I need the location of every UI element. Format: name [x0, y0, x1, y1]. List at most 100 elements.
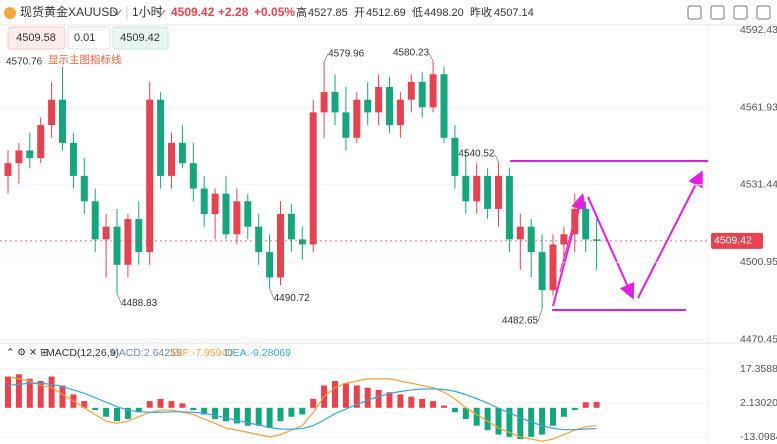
candle-body [451, 137, 459, 176]
histogram-bar [582, 402, 589, 408]
drawn-arrow [637, 170, 703, 299]
candle-body [189, 163, 197, 189]
candle-body [211, 193, 219, 214]
histogram-bar [473, 407, 480, 426]
histogram-bar [419, 398, 426, 408]
candle-body [48, 99, 56, 126]
histogram-bar [59, 385, 66, 408]
histogram-bar [593, 401, 600, 408]
symbol-name[interactable]: 现货黄金 [20, 4, 68, 19]
buy-price: 4509.42 [120, 32, 160, 44]
histogram-bar [135, 407, 142, 413]
low-label: 低 [412, 6, 423, 19]
panel-icons[interactable]: ⌃ ⚙ ✕ ⊞ [6, 348, 48, 359]
sell-box[interactable] [7, 26, 66, 50]
histogram-bar [539, 407, 546, 435]
candle-body [266, 252, 274, 278]
tool-button[interactable] [687, 5, 702, 20]
histogram-bar [353, 385, 360, 408]
histogram-bar [168, 401, 175, 408]
candle-body [342, 112, 350, 138]
candle-body [298, 239, 306, 245]
candle-body [277, 213, 284, 278]
prev: 4507.14 [494, 7, 534, 19]
candle-body [484, 175, 492, 209]
histogram-bar [571, 407, 578, 411]
histogram-bar [26, 378, 33, 408]
candle-body [429, 74, 437, 108]
histogram-bar [223, 407, 229, 422]
candle-body [157, 99, 165, 176]
price: 4509.42 [171, 5, 215, 19]
histogram-bar [48, 376, 55, 408]
histogram-bar [310, 398, 317, 408]
candle-body [418, 81, 426, 108]
lot-input[interactable] [67, 26, 111, 50]
histogram-bar [364, 387, 371, 408]
extreme-leader [323, 53, 329, 62]
y-tick-label: 4561.93 [740, 101, 777, 113]
extreme-leader [269, 288, 274, 299]
candle-body [527, 226, 535, 253]
y-tick-label: -13.09840 [740, 431, 777, 443]
extreme-label: 4482.65 [502, 315, 539, 326]
histogram-bar [255, 407, 262, 426]
candle-body [287, 213, 295, 240]
extreme-label: 4580.23 [393, 48, 430, 59]
notice: 显示主图指标线 [48, 53, 122, 66]
candle-body [386, 86, 393, 126]
extreme-leader [537, 308, 543, 321]
indicator-line [7, 375, 597, 442]
candle-body [113, 226, 121, 265]
toolbar [687, 5, 771, 20]
candle-body [516, 226, 524, 240]
extreme-label: 4579.96 [328, 48, 365, 59]
histogram-bar [386, 392, 393, 408]
extreme-label: 4570.76 [6, 57, 43, 68]
tool-button[interactable] [756, 5, 771, 20]
histogram-bar [299, 407, 306, 415]
candle-body [37, 125, 45, 159]
period[interactable]: 1小时 [132, 5, 163, 19]
histogram-bar [342, 383, 349, 408]
candle-body [178, 142, 186, 164]
symbol-code[interactable]: XAUUSD [68, 5, 118, 19]
candle-body [364, 99, 372, 113]
candle-body [560, 234, 568, 245]
histogram-bar [560, 407, 567, 417]
change-pct: +0.05% [254, 5, 295, 19]
candle-body [233, 201, 241, 235]
candle-body [222, 193, 230, 235]
histogram-bar [179, 403, 186, 408]
candle-body [593, 239, 601, 241]
dropdown[interactable] [156, 9, 166, 16]
dropdown[interactable] [112, 9, 122, 16]
legend-entry: DIF:-7.95940 [172, 347, 233, 359]
candle-body [309, 112, 317, 245]
extreme-leader [116, 293, 122, 304]
sell-price: 4509.58 [16, 32, 56, 44]
histogram-bar [550, 407, 556, 426]
y-tick-label: 4592.43 [740, 24, 777, 36]
legend-entry: DEA:-9.28069 [225, 347, 291, 359]
histogram-bar [190, 407, 197, 411]
histogram-bar [124, 407, 131, 419]
candle-body [244, 201, 252, 227]
last-price-label: 4509.42 [714, 235, 752, 247]
histogram-bar [441, 405, 447, 408]
candle-body [91, 201, 99, 240]
lot: 0.01 [74, 32, 95, 44]
histogram-bar [37, 380, 44, 408]
histogram-bar [495, 407, 502, 435]
candle-body [135, 219, 143, 253]
candle-body [255, 226, 263, 253]
buy-box[interactable] [112, 26, 169, 50]
extreme-label: 4540.52 [458, 148, 495, 159]
tool-button[interactable] [733, 5, 748, 20]
high-label: 高 [296, 5, 307, 19]
tool-button[interactable] [710, 5, 725, 20]
histogram-bar [103, 407, 110, 417]
candle-body [396, 99, 404, 126]
extreme-leader [428, 52, 434, 62]
histogram-bar [146, 401, 153, 408]
